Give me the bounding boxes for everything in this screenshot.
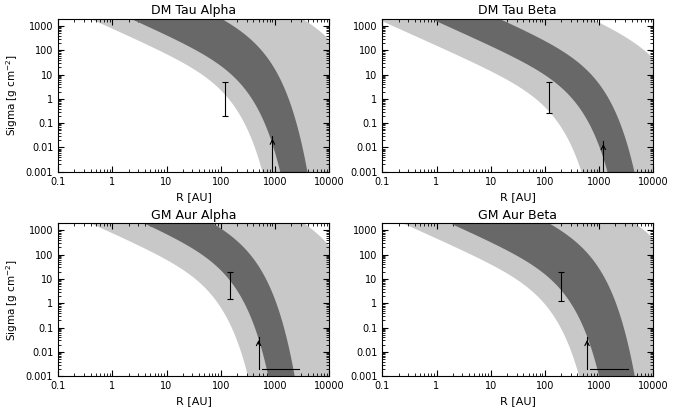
Title: DM Tau Beta: DM Tau Beta bbox=[479, 5, 557, 17]
Title: GM Aur Beta: GM Aur Beta bbox=[479, 209, 557, 222]
Title: GM Aur Alpha: GM Aur Alpha bbox=[151, 209, 236, 222]
Title: DM Tau Alpha: DM Tau Alpha bbox=[151, 5, 236, 17]
X-axis label: R [AU]: R [AU] bbox=[500, 192, 536, 202]
X-axis label: R [AU]: R [AU] bbox=[176, 192, 211, 202]
X-axis label: R [AU]: R [AU] bbox=[176, 397, 211, 406]
Y-axis label: Sigma [g cm$^{-2}$]: Sigma [g cm$^{-2}$] bbox=[5, 54, 20, 136]
Y-axis label: Sigma [g cm$^{-2}$]: Sigma [g cm$^{-2}$] bbox=[5, 259, 20, 341]
X-axis label: R [AU]: R [AU] bbox=[500, 397, 536, 406]
